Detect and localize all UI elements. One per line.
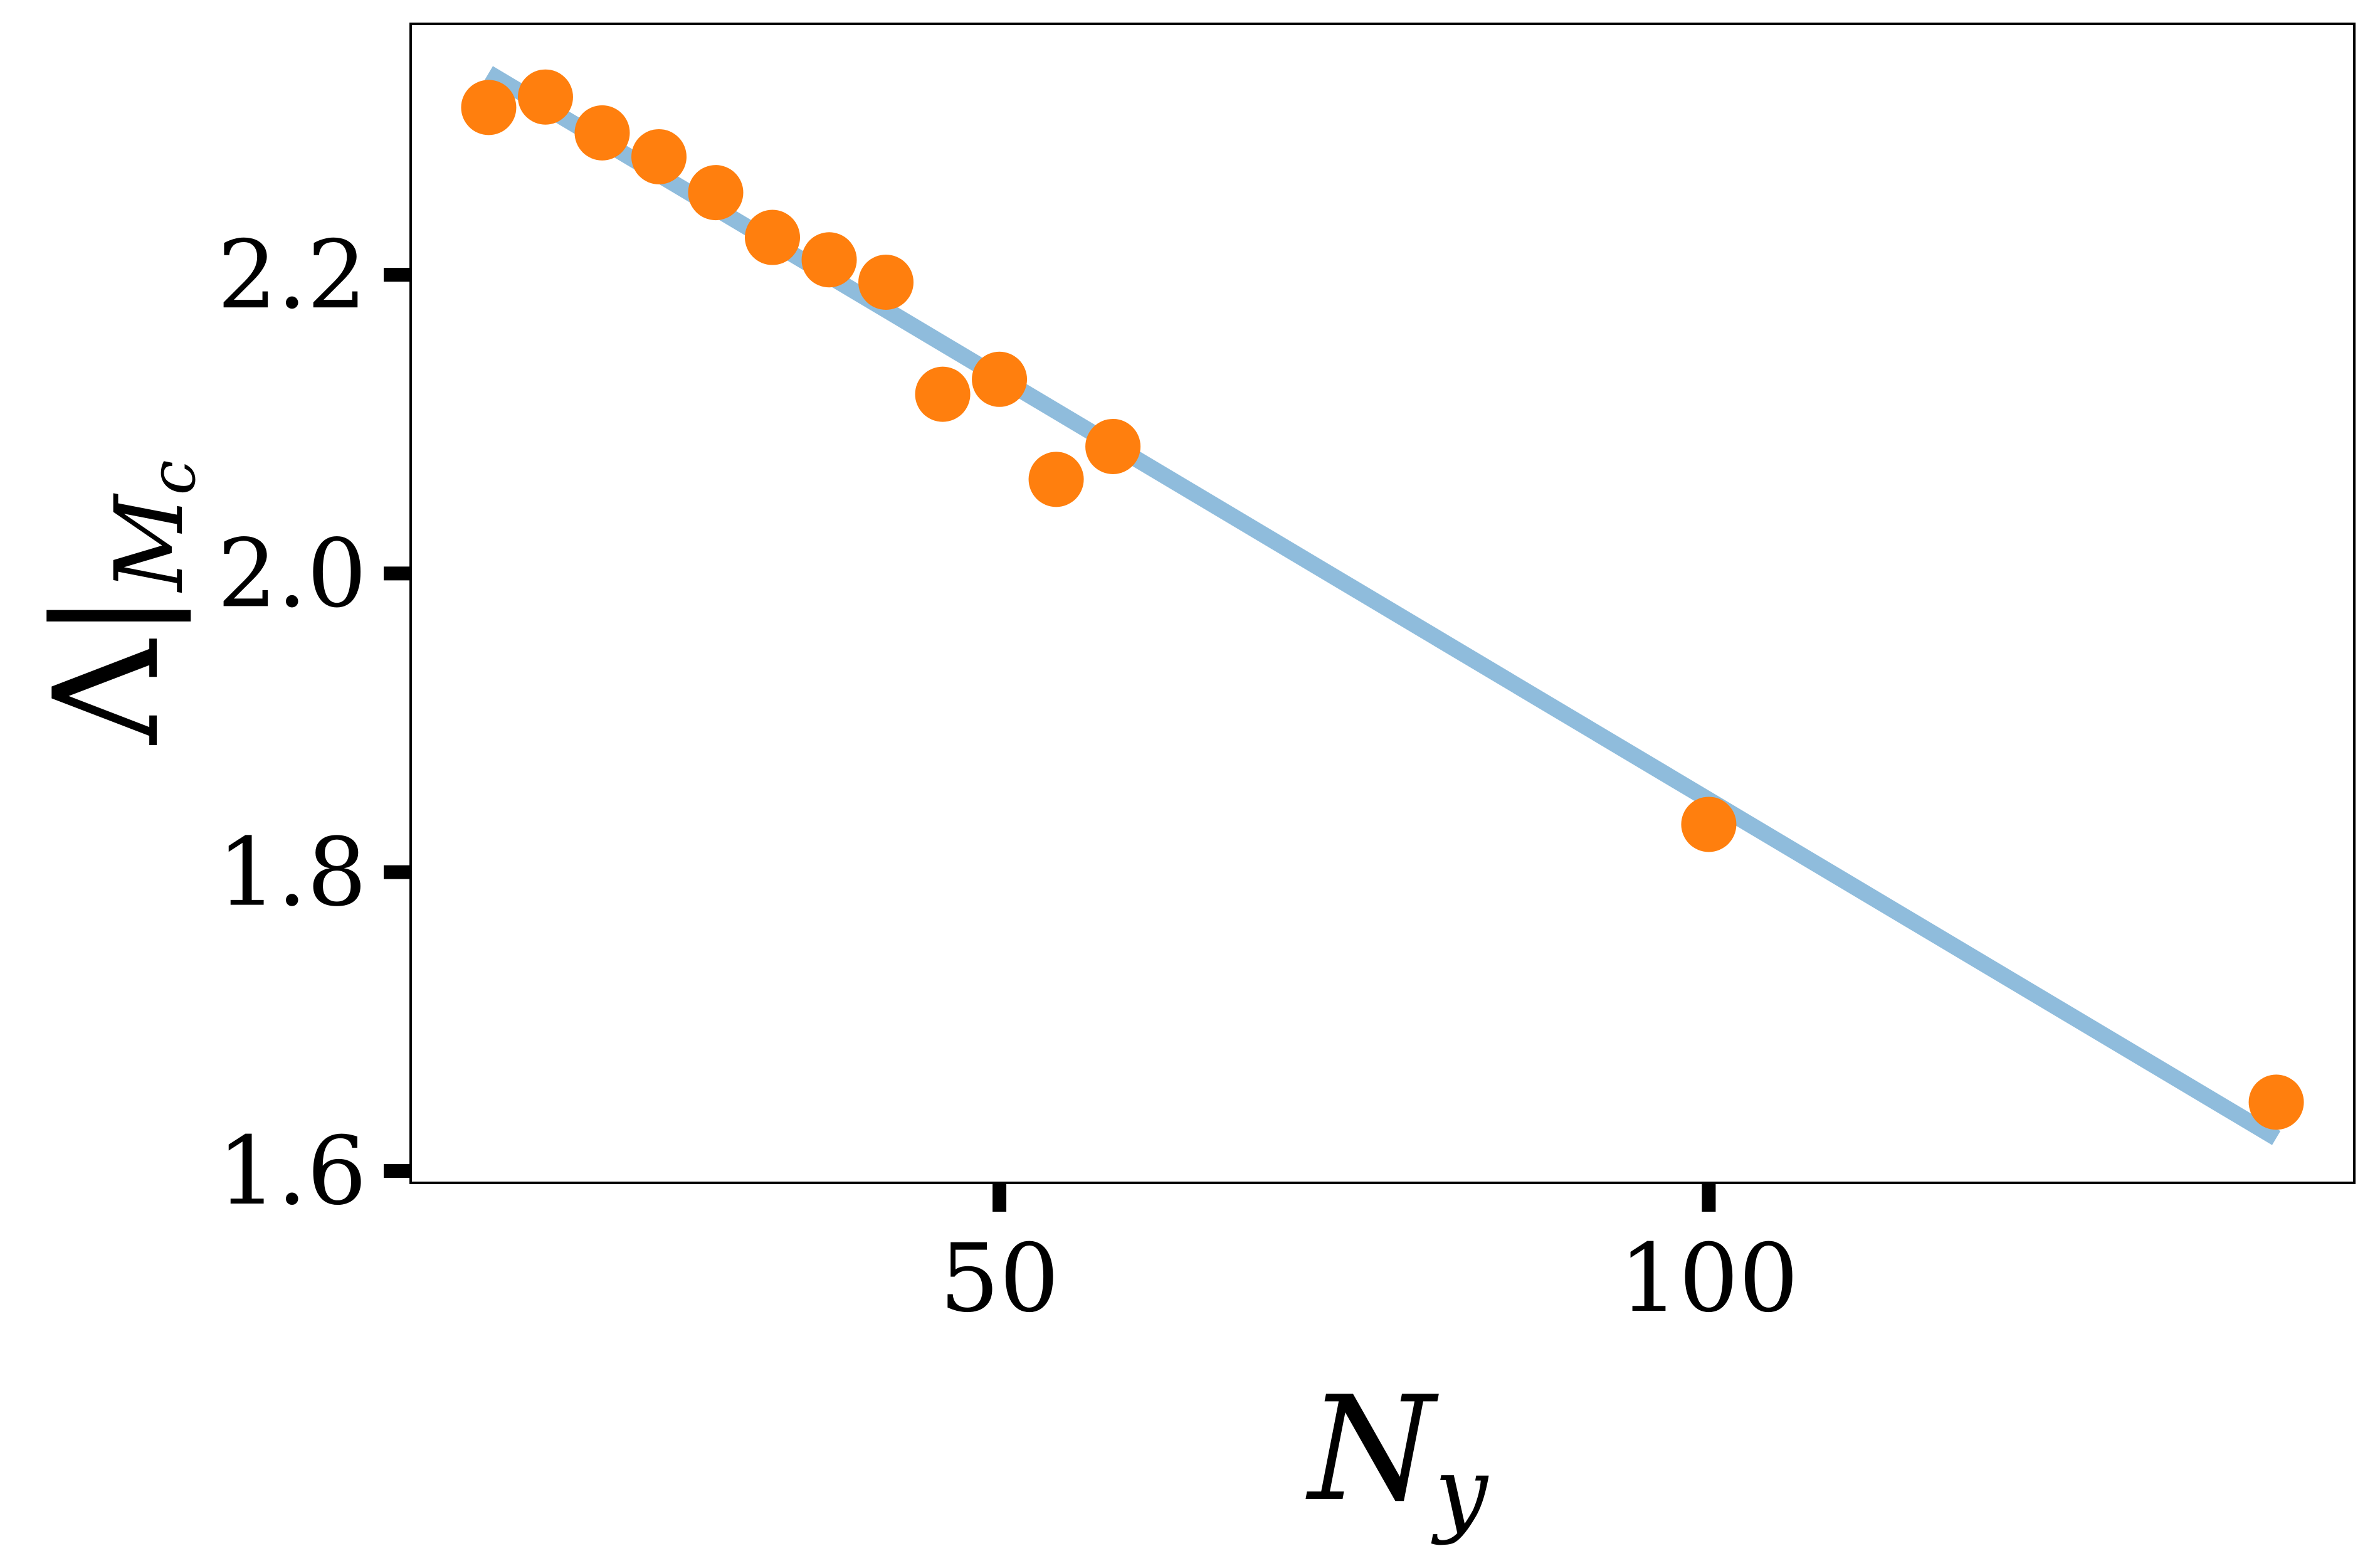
x-tick-label: 50 — [940, 1224, 1060, 1333]
data-point — [461, 80, 517, 135]
y-tick-label: 1.8 — [217, 818, 367, 928]
y-axis-label-sub: M — [95, 493, 204, 593]
data-point — [972, 351, 1028, 407]
plot-layer — [461, 66, 2304, 1145]
data-point — [1681, 797, 1737, 852]
data-point — [574, 105, 630, 161]
data-point — [688, 165, 744, 221]
x-axis-label-main: N — [1305, 1366, 1439, 1533]
data-point — [915, 366, 971, 422]
x-axis-label-sub: y — [1431, 1437, 1489, 1547]
x-tick-label: 100 — [1619, 1224, 1798, 1333]
data-point — [801, 232, 857, 288]
y-axis-label-subsub: c — [136, 460, 209, 495]
plot-frame — [409, 23, 2356, 1184]
data-point — [1028, 452, 1084, 507]
y-axis-label-main: Λ| — [24, 591, 191, 746]
data-point — [2248, 1074, 2304, 1130]
data-point — [1085, 418, 1141, 474]
y-tick-label: 1.6 — [217, 1117, 367, 1226]
data-point — [745, 209, 801, 265]
y-tick-label: 2.0 — [217, 519, 367, 628]
y-axis-label: Λ|Mc — [24, 460, 209, 745]
data-point — [517, 69, 573, 125]
data-point — [858, 254, 914, 310]
ticks-layer: 1.6 1.8 2.0 2.2 50 100 — [217, 221, 1798, 1333]
y-tick-label: 2.2 — [217, 221, 367, 330]
x-axis-label: Ny — [1305, 1366, 1489, 1547]
data-point — [631, 129, 687, 184]
